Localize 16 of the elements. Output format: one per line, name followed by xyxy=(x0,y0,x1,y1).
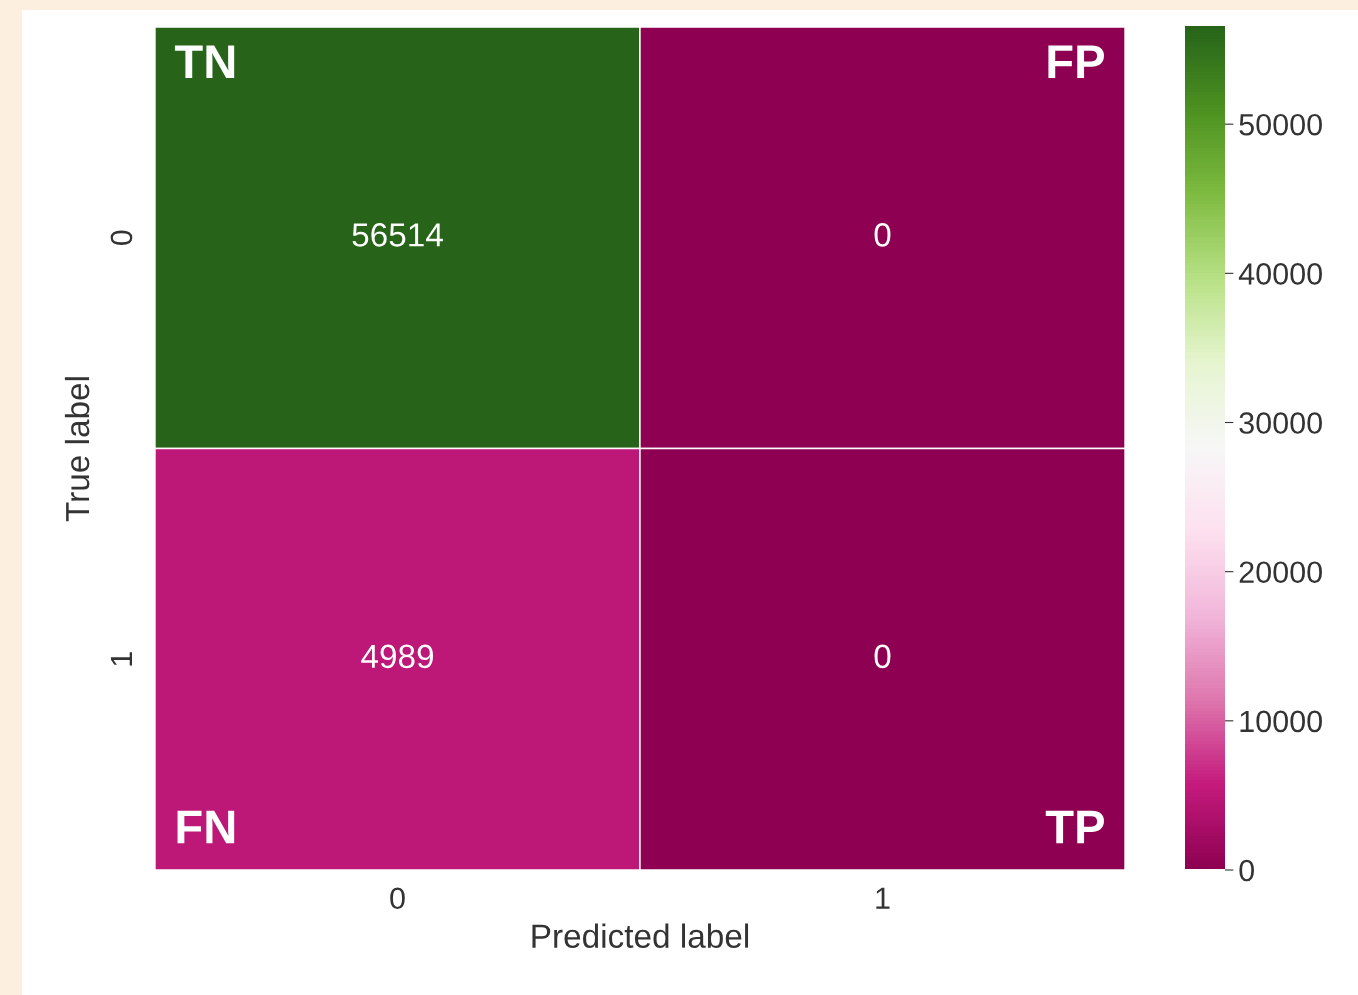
color-bar-label: 30000 xyxy=(1239,412,1322,434)
color-bar-label: 50000 xyxy=(1239,113,1322,136)
x-axis-title: Predicted label xyxy=(532,923,749,948)
data-label: 0 xyxy=(874,223,891,247)
annotation: TN xyxy=(174,45,235,79)
data-label: 4989 xyxy=(361,644,433,669)
color-bar-label: 10000 xyxy=(1240,710,1322,733)
annotation: FP xyxy=(1048,45,1104,79)
color-bar-label: 40000 xyxy=(1238,263,1322,285)
data-label: 56514 xyxy=(352,223,443,247)
color-bar-label: 0 xyxy=(1239,859,1254,882)
color-bar-label: 20000 xyxy=(1239,561,1322,584)
data-label: 0 xyxy=(874,644,891,669)
annotation: FN xyxy=(177,810,235,844)
y-axis-title: True label xyxy=(64,377,90,522)
annotation: TP xyxy=(1045,810,1104,844)
